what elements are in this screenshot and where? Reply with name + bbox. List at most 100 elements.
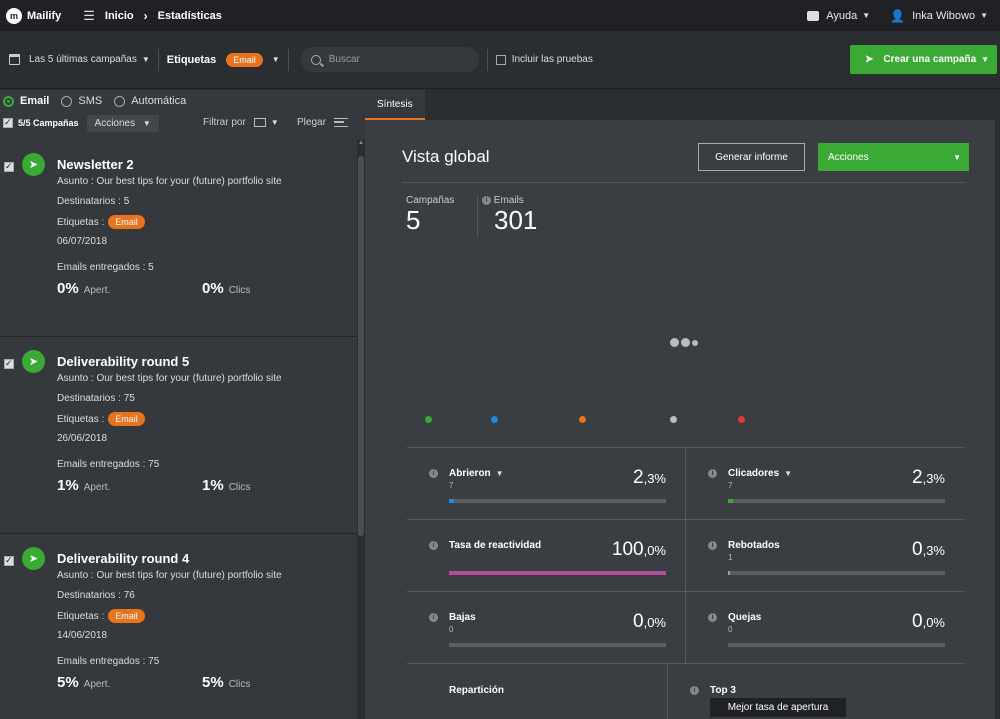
metric-name[interactable]: Clicadores ▼ bbox=[728, 468, 792, 479]
metric-bar bbox=[728, 499, 945, 503]
open-rate-label: Apert. bbox=[83, 482, 111, 493]
divider bbox=[486, 48, 488, 71]
info-icon[interactable]: i bbox=[708, 469, 717, 478]
radio-automatic-label[interactable]: Automática bbox=[131, 95, 187, 107]
chevron-down-icon: ▼ bbox=[495, 469, 504, 478]
scroll-up-icon[interactable]: ▲ bbox=[358, 140, 364, 146]
metric-value: 2,3% bbox=[633, 467, 666, 489]
tab-synthesis[interactable]: Síntesis bbox=[365, 90, 425, 120]
tag-pill[interactable]: Email bbox=[108, 215, 145, 229]
kpi-emails-label-row: i Emails bbox=[482, 195, 537, 206]
menu-icon[interactable]: ☰ bbox=[83, 7, 95, 23]
divider bbox=[402, 182, 965, 183]
campaign-count: 5/5 Campañas bbox=[18, 118, 79, 128]
repartition-label: Repartición bbox=[449, 685, 505, 696]
breadcrumb-home[interactable]: Inicio bbox=[104, 9, 134, 22]
campaign-date: 14/06/2018 bbox=[57, 630, 108, 641]
info-icon[interactable]: i bbox=[708, 541, 717, 550]
tag-pill[interactable]: Email bbox=[108, 412, 145, 426]
search-input[interactable] bbox=[328, 54, 459, 65]
campaign-subject: Asunto : Our best tips for your (future)… bbox=[57, 373, 282, 384]
divider bbox=[407, 591, 965, 592]
radio-email-label[interactable]: Email bbox=[20, 95, 50, 107]
create-campaign-label: Crear una campaña bbox=[883, 54, 977, 65]
open-rate: 0% Apert. bbox=[57, 280, 110, 297]
search-box[interactable] bbox=[300, 47, 479, 72]
stats-panel: Síntesis Vista global Generar informe Ac… bbox=[365, 90, 1000, 719]
campaign-list: ➤ Newsletter 2 Asunto : Our best tips fo… bbox=[0, 140, 357, 719]
metric-value: 0,0% bbox=[912, 611, 945, 633]
user-name: Inka Wibowo bbox=[912, 9, 976, 22]
radio-sms-label[interactable]: SMS bbox=[78, 95, 103, 107]
kpi-campaigns: Campañas 5 bbox=[406, 195, 454, 234]
logo-icon: m bbox=[6, 7, 22, 24]
campaign-title[interactable]: Deliverability round 5 bbox=[57, 354, 190, 369]
send-icon: ➤ bbox=[22, 153, 45, 176]
campaign-card[interactable]: ➤ Deliverability round 5 Asunto : Our be… bbox=[0, 337, 357, 534]
user-icon: 👤 bbox=[890, 8, 906, 23]
campaign-checkbox[interactable] bbox=[4, 161, 14, 172]
scrollbar-thumb[interactable] bbox=[358, 156, 364, 536]
campaign-checkbox[interactable] bbox=[4, 358, 14, 369]
metric-value-int: 2 bbox=[633, 467, 644, 488]
metric-value-int: 2 bbox=[912, 467, 923, 488]
metric-count: 0 bbox=[449, 625, 454, 634]
metric-value-dec: ,0% bbox=[643, 615, 666, 630]
campaign-title[interactable]: Newsletter 2 bbox=[57, 157, 134, 172]
metric-value: 100,0% bbox=[612, 539, 666, 561]
metric-clickers[interactable]: i Clicadores ▼ 7 2,3% bbox=[686, 447, 965, 519]
campaign-tags: Etiquetas : Email bbox=[57, 609, 145, 623]
user-menu[interactable]: 👤 Inka Wibowo ▼ bbox=[890, 9, 988, 23]
click-rate-value: 0% bbox=[202, 280, 224, 297]
radio-automatic[interactable] bbox=[114, 95, 126, 107]
campaign-title[interactable]: Deliverability round 4 bbox=[57, 551, 190, 566]
include-tests-label: Incluir las pruebas bbox=[511, 54, 593, 65]
stats-scrollbar[interactable] bbox=[995, 90, 1000, 719]
tag-pill[interactable]: Email bbox=[108, 609, 145, 623]
select-all-checkbox[interactable] bbox=[3, 117, 13, 128]
period-selector[interactable]: Las 5 últimas campañas bbox=[29, 54, 137, 65]
metric-count: 1 bbox=[728, 553, 733, 562]
include-tests-checkbox[interactable] bbox=[495, 54, 506, 65]
campaign-tags: Etiquetas : Email bbox=[57, 215, 145, 229]
legend-dot bbox=[491, 416, 498, 423]
open-rate: 1% Apert. bbox=[57, 477, 110, 494]
divider bbox=[407, 519, 965, 520]
campaign-card[interactable]: ➤ Deliverability round 4 Asunto : Our be… bbox=[0, 534, 357, 719]
campaign-scrollbar[interactable]: ▲ bbox=[357, 140, 365, 719]
metric-opened[interactable]: i Abrieron ▼ 7 2,3% bbox=[407, 447, 686, 519]
actions-button[interactable]: Acciones ▼ bbox=[818, 143, 969, 171]
radio-email[interactable] bbox=[3, 95, 14, 107]
create-campaign-button[interactable]: ➤ Crear una campaña ▼ bbox=[850, 45, 997, 74]
logo[interactable]: m Mailify bbox=[6, 7, 61, 24]
metric-value-int: 0 bbox=[912, 611, 923, 632]
help-menu[interactable]: Ayuda ▼ bbox=[807, 10, 870, 22]
info-icon[interactable]: i bbox=[429, 469, 438, 478]
metric-value-int: 0 bbox=[912, 539, 923, 560]
campaign-delivered: Emails entregados : 75 bbox=[57, 459, 160, 470]
kpi-campaigns-value: 5 bbox=[406, 205, 421, 235]
tag-pill[interactable]: Email bbox=[226, 52, 263, 67]
breadcrumb-current: Estadísticas bbox=[157, 9, 222, 22]
generate-report-button[interactable]: Generar informe bbox=[698, 143, 805, 171]
campaign-checkbox[interactable] bbox=[4, 555, 14, 566]
filter-button[interactable]: Filtrar por ▼ bbox=[203, 117, 279, 128]
info-icon[interactable]: i bbox=[429, 613, 438, 622]
radio-sms[interactable] bbox=[61, 95, 73, 107]
info-icon[interactable]: i bbox=[482, 195, 491, 205]
chevron-down-icon[interactable]: ▼ bbox=[141, 55, 150, 64]
actions-label: Acciones bbox=[828, 151, 869, 163]
fold-button[interactable]: Plegar bbox=[297, 117, 348, 128]
metric-value: 0,0% bbox=[633, 611, 666, 633]
chevron-down-icon: ▼ bbox=[270, 118, 279, 127]
click-rate-value: 1% bbox=[202, 477, 224, 494]
campaign-card[interactable]: ➤ Newsletter 2 Asunto : Our best tips fo… bbox=[0, 140, 357, 337]
metric-bar-fill bbox=[449, 571, 666, 575]
metric-name[interactable]: Abrieron ▼ bbox=[449, 468, 504, 479]
info-icon[interactable]: i bbox=[708, 613, 717, 622]
info-icon[interactable]: i bbox=[429, 541, 438, 550]
info-icon[interactable]: i bbox=[690, 686, 699, 695]
list-actions-button[interactable]: Acciones ▼ bbox=[86, 114, 159, 132]
tags-dropdown-icon[interactable]: ▼ bbox=[271, 55, 280, 64]
chevron-down-icon[interactable]: ▼ bbox=[981, 55, 989, 64]
